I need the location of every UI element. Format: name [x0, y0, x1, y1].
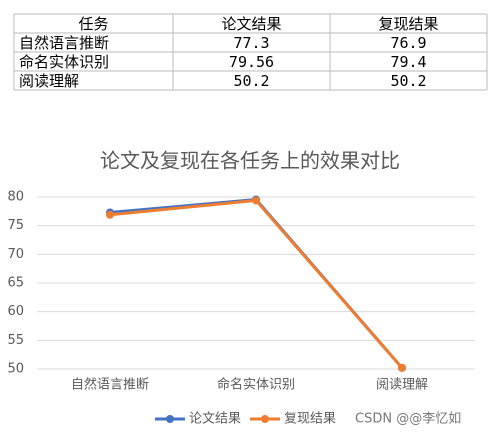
- chart-title: 论文及复现在各任务上的效果对比: [100, 149, 400, 173]
- x-tick-label: 自然语言推断: [71, 377, 149, 393]
- data-point: [106, 210, 114, 219]
- y-tick-label: 65: [7, 276, 24, 291]
- y-tick-label: 80: [7, 190, 24, 205]
- table-cell: 76.9: [390, 34, 426, 52]
- watermark: CSDN @@李忆如: [355, 411, 461, 427]
- table-cell: 命名实体识别: [19, 53, 109, 71]
- table-cell: 阅读理解: [19, 72, 79, 90]
- table-cell: 50.2: [233, 72, 269, 90]
- table-cell: 79.4: [390, 53, 426, 71]
- y-tick-label: 50: [7, 362, 24, 377]
- data-point: [252, 196, 260, 205]
- legend-label: 论文结果: [189, 412, 241, 427]
- y-tick-label: 60: [7, 304, 24, 319]
- y-tick-label: 70: [7, 247, 24, 262]
- table-cell: 自然语言推断: [19, 34, 109, 52]
- legend-marker: [261, 415, 269, 423]
- y-tick-label: 55: [7, 333, 24, 348]
- legend-label: 复现结果: [284, 412, 336, 427]
- data-point: [398, 363, 406, 372]
- y-tick-label: 75: [7, 218, 24, 233]
- header-cell: 论文结果: [221, 15, 281, 33]
- table-cell: 79.56: [229, 53, 274, 71]
- x-tick-label: 命名实体识别: [217, 377, 295, 393]
- header-cell: 任务: [78, 15, 108, 33]
- table-cell: 77.3: [233, 34, 269, 52]
- header-cell: 复现结果: [378, 15, 438, 33]
- x-tick-label: 阅读理解: [376, 378, 428, 393]
- table-cell: 50.2: [390, 72, 426, 90]
- legend-marker: [166, 415, 174, 423]
